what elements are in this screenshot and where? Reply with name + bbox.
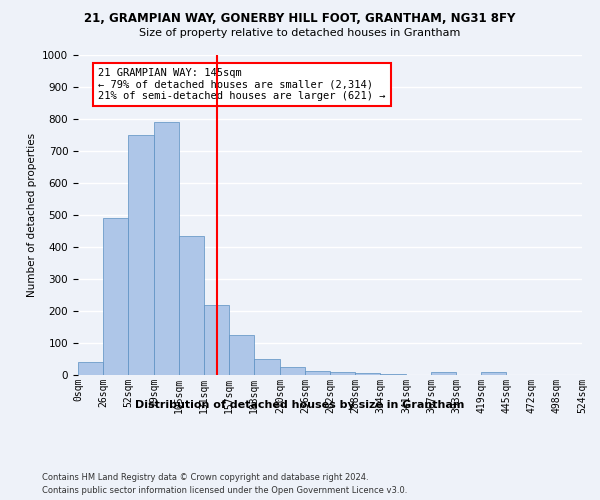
Bar (78, 362, 103, 375)
Bar (254, 359, 280, 375)
Bar (179, 236, 204, 375)
Text: Size of property relative to detached houses in Grantham: Size of property relative to detached ho… (139, 28, 461, 38)
Text: Contains HM Land Registry data © Crown copyright and database right 2024.: Contains HM Land Registry data © Crown c… (42, 472, 368, 482)
Bar (280, 367, 305, 375)
Text: Distribution of detached houses by size in Grantham: Distribution of detached houses by size … (136, 400, 464, 410)
Bar (229, 335, 254, 375)
Text: 21 GRAMPIAN WAY: 145sqm
← 79% of detached houses are smaller (2,314)
21% of semi: 21 GRAMPIAN WAY: 145sqm ← 79% of detache… (98, 68, 386, 101)
Text: Contains public sector information licensed under the Open Government Licence v3: Contains public sector information licen… (42, 486, 407, 495)
Bar (305, 371, 330, 375)
Bar (204, 304, 229, 375)
Bar (330, 372, 355, 375)
Bar (431, 372, 456, 375)
Y-axis label: Number of detached properties: Number of detached properties (26, 133, 37, 297)
Bar (154, 122, 179, 375)
Bar (103, 218, 128, 375)
Bar (481, 372, 506, 375)
Bar (128, 135, 154, 375)
Bar (355, 374, 380, 375)
Bar (380, 374, 406, 375)
Text: 21, GRAMPIAN WAY, GONERBY HILL FOOT, GRANTHAM, NG31 8FY: 21, GRAMPIAN WAY, GONERBY HILL FOOT, GRA… (85, 12, 515, 26)
